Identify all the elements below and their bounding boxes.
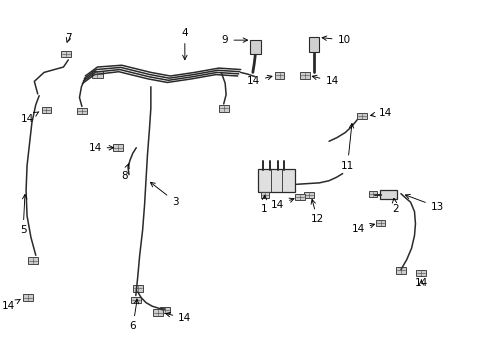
FancyBboxPatch shape: [379, 190, 396, 199]
Text: 11: 11: [340, 123, 353, 171]
Text: 3: 3: [150, 182, 178, 207]
Text: 10: 10: [322, 35, 350, 45]
Bar: [416, 270, 425, 276]
Text: 4: 4: [181, 28, 188, 60]
Text: 14: 14: [351, 224, 374, 234]
Bar: [41, 107, 51, 113]
Bar: [133, 285, 142, 292]
Bar: [92, 71, 102, 78]
Bar: [294, 194, 304, 201]
Bar: [153, 310, 163, 316]
Text: 14: 14: [165, 312, 191, 323]
Bar: [160, 307, 169, 313]
Bar: [395, 267, 405, 274]
Text: 14: 14: [2, 299, 20, 311]
Text: 14: 14: [312, 75, 338, 86]
Bar: [113, 144, 123, 151]
Text: 14: 14: [370, 108, 391, 118]
Text: 12: 12: [310, 199, 324, 224]
Bar: [299, 72, 309, 78]
Bar: [28, 257, 38, 264]
FancyBboxPatch shape: [258, 169, 294, 192]
Bar: [131, 297, 141, 303]
Text: 1: 1: [260, 195, 267, 214]
Bar: [250, 40, 261, 54]
Text: 14: 14: [88, 143, 113, 153]
Bar: [23, 294, 33, 301]
Bar: [303, 192, 313, 198]
Text: 2: 2: [391, 198, 398, 215]
Bar: [77, 108, 86, 114]
Bar: [356, 113, 366, 120]
Bar: [260, 192, 269, 198]
Text: 7: 7: [65, 33, 71, 43]
Text: 14: 14: [270, 198, 293, 210]
Bar: [274, 72, 284, 78]
Text: 14: 14: [414, 278, 427, 288]
Bar: [61, 50, 71, 57]
Bar: [375, 220, 385, 226]
Bar: [308, 37, 319, 51]
Text: 6: 6: [129, 299, 139, 331]
Text: 5: 5: [20, 194, 27, 235]
Text: 9: 9: [222, 35, 247, 45]
Text: 14: 14: [246, 75, 271, 86]
Text: 8: 8: [121, 164, 129, 181]
Bar: [219, 105, 228, 112]
Bar: [368, 192, 376, 197]
Text: 13: 13: [405, 194, 443, 212]
Text: 14: 14: [20, 112, 39, 124]
